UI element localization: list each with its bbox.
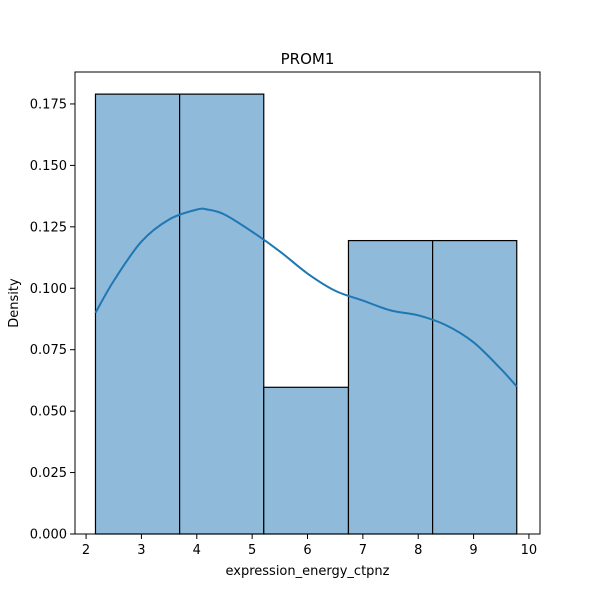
y-tick-label: 0.075 bbox=[30, 343, 67, 358]
y-axis-ticks: 0.000 0.025 0.050 0.075 0.100 0.125 0.150 0.175 bbox=[30, 97, 75, 543]
x-tick-label: 2 bbox=[82, 543, 90, 558]
histogram-bar-4 bbox=[347, 239, 434, 535]
x-tick-label: 5 bbox=[248, 543, 256, 558]
x-tick-label: 3 bbox=[137, 543, 145, 558]
x-axis-ticks: 2 3 4 5 6 7 8 9 10 bbox=[82, 534, 537, 558]
x-tick-label: 4 bbox=[193, 543, 201, 558]
y-tick-label: 0.125 bbox=[30, 220, 67, 235]
y-tick-label: 0.150 bbox=[30, 159, 67, 174]
x-tick-label: 6 bbox=[303, 543, 311, 558]
x-tick-label: 7 bbox=[359, 543, 367, 558]
chart-title: PROM1 bbox=[281, 50, 335, 68]
y-tick-label: 0.025 bbox=[30, 466, 67, 481]
histogram-bar-2 bbox=[179, 93, 265, 535]
histogram-bar-1 bbox=[94, 93, 181, 535]
x-axis-label: expression_energy_ctpnz bbox=[226, 564, 390, 579]
histogram-bars bbox=[94, 93, 518, 535]
x-tick-label: 9 bbox=[469, 543, 477, 558]
y-tick-label: 0.000 bbox=[30, 528, 67, 543]
y-tick-label: 0.100 bbox=[30, 282, 67, 297]
kde-curve bbox=[94, 207, 518, 388]
y-axis-label: Density bbox=[7, 278, 22, 328]
histogram-bar-5 bbox=[432, 239, 518, 535]
x-tick-label: 8 bbox=[414, 543, 422, 558]
y-tick-label: 0.050 bbox=[30, 405, 67, 420]
y-tick-label: 0.175 bbox=[30, 97, 67, 112]
x-tick-label: 10 bbox=[521, 543, 538, 558]
histogram-bar-3 bbox=[263, 386, 350, 535]
